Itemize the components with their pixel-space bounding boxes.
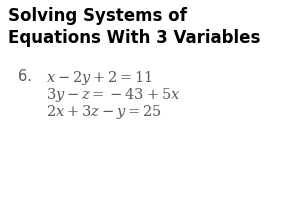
Text: Equations With 3 Variables: Equations With 3 Variables xyxy=(8,29,260,47)
Text: $3y - z = -43 + 5x$: $3y - z = -43 + 5x$ xyxy=(46,86,180,104)
Text: $2x + 3z - y = 25$: $2x + 3z - y = 25$ xyxy=(46,103,162,121)
Text: Solving Systems of: Solving Systems of xyxy=(8,7,187,25)
Text: $x - 2y + 2 = 11$: $x - 2y + 2 = 11$ xyxy=(46,69,153,87)
Text: 6.: 6. xyxy=(18,69,32,84)
